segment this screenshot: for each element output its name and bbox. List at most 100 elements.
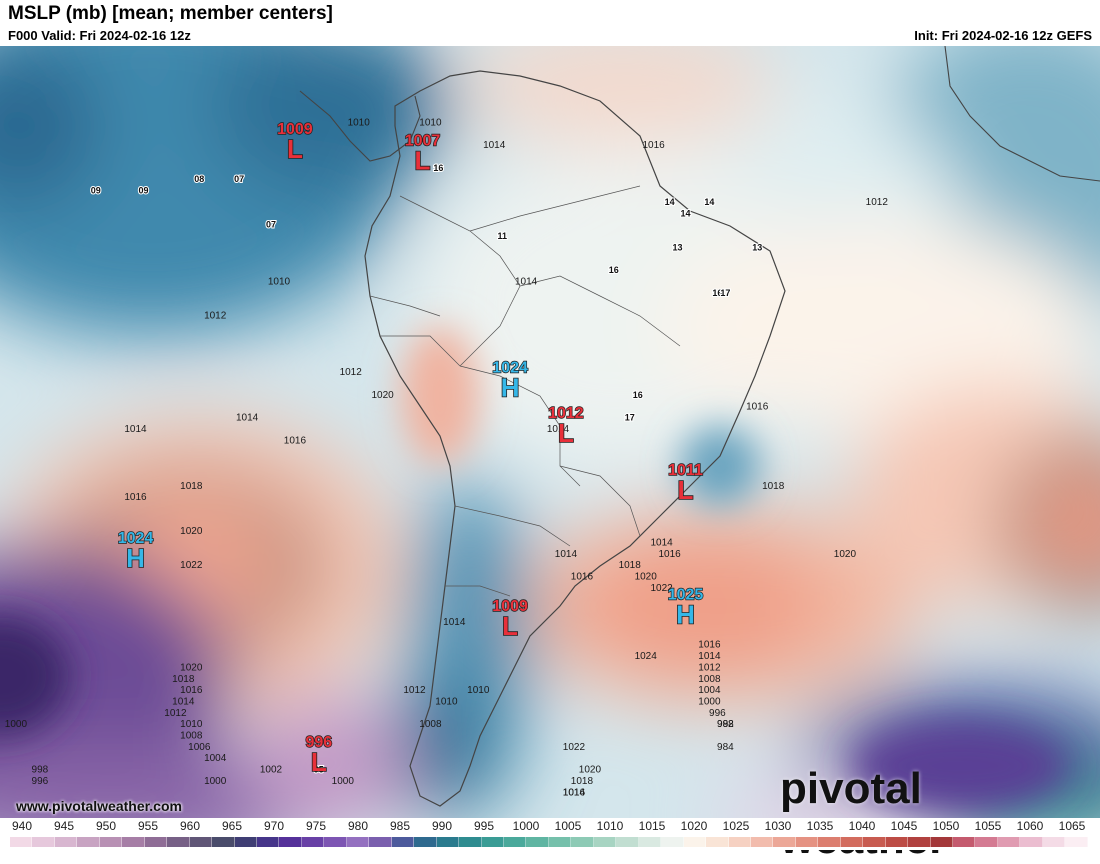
isobar-label: 1016	[642, 140, 665, 151]
member-center-label: 14	[704, 197, 714, 207]
isobar-label: 1000	[5, 719, 28, 730]
colorbar-tick-label: 945	[53, 819, 75, 833]
colorbar-tick-label: 1050	[932, 819, 960, 833]
isobar-label: 1016	[180, 685, 203, 696]
colorbar-tick-label: 1040	[848, 819, 876, 833]
isobar-label: 1012	[866, 197, 889, 208]
isobar-label: 1016	[746, 401, 769, 412]
valid-time: F000 Valid: Fri 2024-02-16 12z	[8, 28, 191, 43]
isobar-label: 1012	[204, 311, 227, 322]
colorbar-tick-label: 960	[179, 819, 201, 833]
pressure-center-value: 1025	[668, 587, 704, 604]
member-center-label: 16	[712, 288, 722, 298]
isobar-label: 1000	[698, 697, 721, 708]
pressure-center-letter: H	[501, 373, 520, 403]
pressure-center-letter: L	[558, 418, 574, 448]
colorbar-swatch	[593, 837, 617, 847]
colorbar-swatch	[279, 837, 302, 847]
isobar-label: 1016	[571, 572, 594, 583]
isobar-label: 1008	[419, 719, 442, 730]
colorbar-swatch	[548, 837, 572, 847]
isobar-label: 1000	[204, 776, 227, 787]
isobar-label: 1022	[180, 560, 203, 571]
colorbar-tick-label: 1025	[722, 819, 750, 833]
pressure-center-value: 1009	[277, 121, 313, 138]
colorbar-swatch	[1020, 837, 1043, 847]
pressure-center-letter: L	[311, 747, 327, 777]
isobar-label: 1014	[236, 413, 259, 424]
member-center-label: 17	[625, 413, 635, 423]
isobar-label: 1014	[698, 651, 721, 662]
colorbar-swatch	[997, 837, 1021, 847]
isobar-label: 1010	[348, 118, 371, 129]
colorbar-tick-label: 985	[389, 819, 411, 833]
colorbar-labels: 940 945 950 955 960 965 970 975 980 985 990 995 1000…	[0, 818, 1100, 834]
isobar-label: 992	[717, 719, 734, 730]
colorbar-swatch	[459, 837, 482, 847]
colorbar-tick-label: 1035	[806, 819, 834, 833]
colorbar-swatch	[750, 837, 774, 847]
colorbar-swatch	[391, 837, 415, 847]
member-center-label: 95	[314, 765, 324, 775]
colorbar-swatch	[863, 837, 886, 847]
colorbar-swatch	[683, 837, 707, 847]
member-center-label: 08	[194, 174, 204, 184]
isobar-label: 1018	[180, 481, 203, 492]
isobar-label: 1000	[332, 776, 355, 787]
colorbar-swatch	[953, 837, 976, 847]
colorbar-swatch	[324, 837, 347, 847]
member-center-label: 11	[497, 231, 507, 241]
isobar-label: 1014	[650, 538, 673, 549]
isobar-label: 998	[32, 765, 49, 776]
colorbar-swatch	[975, 837, 998, 847]
colorbar-swatch	[706, 837, 729, 847]
isobar-label: 1022	[650, 583, 673, 594]
colorbar-swatch	[10, 837, 33, 847]
colorbar-tick-label: 1000	[512, 819, 540, 833]
isobar-label: 984	[717, 742, 734, 753]
pressure-center-letter: L	[502, 611, 518, 641]
colorbar-swatch	[346, 837, 370, 847]
colorbar-swatch	[638, 837, 662, 847]
pressure-center-value: 1007	[405, 133, 441, 150]
init-time: Init: Fri 2024-02-16 12z GEFS	[914, 28, 1092, 43]
isobar-label: 1004	[698, 685, 721, 696]
colorbar-swatch	[773, 837, 796, 847]
member-center-label: 14	[665, 197, 675, 207]
colorbar-swatch	[1042, 837, 1066, 847]
isobar-label: 1016	[124, 492, 147, 503]
isobar-label: 1014	[483, 140, 506, 151]
isobar-label: 1014	[563, 787, 586, 798]
member-center-label: 14	[680, 208, 690, 218]
pressure-center-value: 1009	[492, 598, 528, 615]
isobar-label: 1020	[180, 662, 203, 673]
colorbar-tick-label: 1045	[890, 819, 918, 833]
colorbar-tick-label: 1065	[1058, 819, 1086, 833]
isobar-label: 1020	[579, 765, 602, 776]
isobar-label: 1018	[619, 560, 642, 571]
central-america-outline	[299, 90, 421, 162]
pressure-center-letter: H	[676, 600, 695, 630]
south-america-outline	[364, 70, 786, 807]
isobar-label: 1020	[834, 549, 857, 560]
isobar-label: 988	[717, 719, 734, 730]
colorbar-swatch	[818, 837, 841, 847]
isobar-label: 1018	[762, 481, 785, 492]
member-center-label: 16	[609, 265, 619, 275]
colorbar-swatch	[301, 837, 325, 847]
pressure-center-letter: L	[678, 475, 694, 505]
colorbar-swatch	[436, 837, 460, 847]
pressure-center-letter: L	[415, 146, 431, 176]
isobar-label: 1020	[371, 390, 394, 401]
colorbar-swatch	[167, 837, 190, 847]
isobar-label: 1012	[698, 662, 721, 673]
isobar-label: 1010	[180, 719, 203, 730]
isobar-label: 1012	[164, 708, 187, 719]
